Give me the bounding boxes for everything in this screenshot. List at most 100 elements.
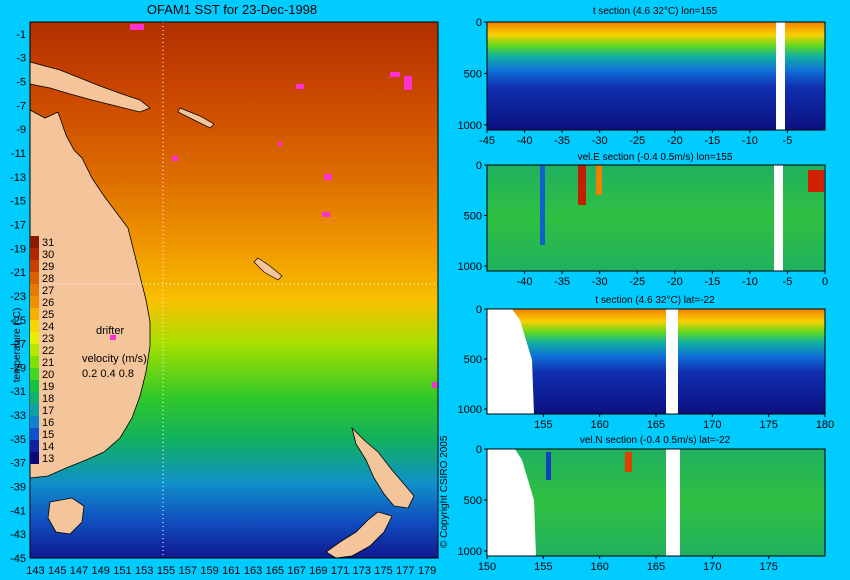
colorbar-tick-label: 20 bbox=[42, 369, 54, 381]
map-y-tick-label: -13 bbox=[10, 172, 26, 184]
panel-x-tick-label: 170 bbox=[703, 561, 721, 573]
panel-2-jet-4 bbox=[808, 170, 824, 192]
map-x-tick-label: 161 bbox=[222, 565, 240, 577]
panel-x-tick-label: 155 bbox=[534, 419, 552, 431]
panel-y-tick-label: 0 bbox=[476, 17, 482, 29]
panel-1-gap bbox=[776, 22, 785, 130]
colorbar-swatch bbox=[30, 272, 39, 284]
map-y-tick-label: -27 bbox=[10, 339, 26, 351]
panel-x-tick-label: -5 bbox=[783, 276, 793, 288]
velocity-scale: 0.2 0.4 0.8 bbox=[82, 368, 134, 380]
colorbar-tick-label: 13 bbox=[42, 453, 54, 465]
panel-x-tick-label: -40 bbox=[517, 135, 533, 147]
map-y-tick-label: -17 bbox=[10, 219, 26, 231]
vel-e-section-panel: vel.E section (-0.4 0.5m/s) lon=155 bbox=[486, 152, 826, 272]
panel-x-tick-label: -45 bbox=[479, 135, 495, 147]
map-y-tick-label: -7 bbox=[16, 100, 26, 112]
map-y-tick-label: -43 bbox=[10, 529, 26, 541]
panel-x-tick-label: 155 bbox=[534, 561, 552, 573]
map-x-tick-label: 173 bbox=[353, 565, 371, 577]
map-y-tick-label: -21 bbox=[10, 267, 26, 279]
panel-x-tick-label: -15 bbox=[704, 135, 720, 147]
panel-y-tick-label: 500 bbox=[464, 68, 482, 80]
colorbar-swatch bbox=[30, 416, 39, 428]
map-y-tick-label: -29 bbox=[10, 362, 26, 374]
panel-2-jet-2 bbox=[596, 165, 602, 195]
colorbar-tick-label: 31 bbox=[42, 237, 54, 249]
panel-x-tick-label: 160 bbox=[590, 561, 608, 573]
panel-x-tick-label: -20 bbox=[667, 135, 683, 147]
colorbar-swatch bbox=[30, 332, 39, 344]
section-panels: t section (4.6 32°C) lon=155 vel.E secti… bbox=[486, 6, 826, 557]
panel-y-tick-label: 500 bbox=[464, 210, 482, 222]
map-x-tick-label: 167 bbox=[287, 565, 305, 577]
map-x-tick-label: 157 bbox=[179, 565, 197, 577]
panel-4-gap bbox=[666, 449, 680, 556]
sst-map bbox=[29, 21, 439, 559]
vel-n-section-panel: vel.N section (-0.4 0.5m/s) lat=-22 bbox=[486, 435, 826, 557]
panel-x-tick-label: -40 bbox=[517, 276, 533, 288]
map-y-tick-label: -37 bbox=[10, 458, 26, 470]
panel-4-title: vel.N section (-0.4 0.5m/s) lat=-22 bbox=[580, 435, 731, 446]
map-y-tick-label: -3 bbox=[16, 53, 26, 65]
new-guinea-land bbox=[29, 61, 151, 113]
colorbar-swatch bbox=[30, 344, 39, 356]
colorbar-tick-label: 18 bbox=[42, 393, 54, 405]
panel-4-field bbox=[487, 449, 825, 556]
colorbar-swatch bbox=[30, 380, 39, 392]
colorbar-swatch bbox=[30, 284, 39, 296]
panel-x-tick-label: 0 bbox=[822, 276, 828, 288]
panel-y-tick-label: 0 bbox=[476, 160, 482, 172]
colorbar-tick-label: 17 bbox=[42, 405, 54, 417]
panel-y-tick-label: 0 bbox=[476, 304, 482, 316]
tasmania-land bbox=[47, 497, 85, 535]
map-y-tick-label: -35 bbox=[10, 434, 26, 446]
panel-x-tick-label: 160 bbox=[590, 419, 608, 431]
map-y-tick-label: -15 bbox=[10, 196, 26, 208]
colorbar-tick-label: 22 bbox=[42, 345, 54, 357]
panel-4-jet-1 bbox=[546, 452, 551, 480]
colorbar-swatch bbox=[30, 452, 39, 464]
panel-y-tick-label: 500 bbox=[464, 495, 482, 507]
map-x-tick-label: 175 bbox=[374, 565, 392, 577]
nz-north-island bbox=[351, 426, 415, 509]
map-x-tick-label: 163 bbox=[244, 565, 262, 577]
colorbar-swatch bbox=[30, 308, 39, 320]
panel-2-gap bbox=[774, 165, 783, 271]
map-y-tick-label: -25 bbox=[10, 315, 26, 327]
section-panel-axes: -45 -40 -35 -30 -25 -20 -15 -10 -5 0 500 1000 -40 -35… bbox=[458, 17, 835, 573]
panel-x-tick-label: -25 bbox=[629, 276, 645, 288]
panel-x-tick-label: -30 bbox=[592, 135, 608, 147]
colorbar-tick-label: 19 bbox=[42, 381, 54, 393]
colorbar-tick-label: 26 bbox=[42, 297, 54, 309]
colorbar-swatch bbox=[30, 440, 39, 452]
panel-x-tick-label: 150 bbox=[478, 561, 496, 573]
map-x-axis: 143 145 147 149 151 153 155 157 159 161 163 165 167 1… bbox=[26, 565, 436, 577]
map-x-tick-label: 177 bbox=[396, 565, 414, 577]
panel-2-jet-3 bbox=[540, 165, 545, 245]
panel-1-field bbox=[487, 22, 825, 130]
panel-1-frame bbox=[486, 21, 826, 131]
map-y-tick-label: -33 bbox=[10, 410, 26, 422]
panel-x-tick-label: 175 bbox=[759, 419, 777, 431]
colorbar-swatch bbox=[30, 404, 39, 416]
colorbar-swatch bbox=[30, 320, 39, 332]
solomon-islands bbox=[177, 107, 215, 129]
velocity-label: velocity (m/s) bbox=[82, 353, 147, 365]
map-y-tick-label: -1 bbox=[16, 29, 26, 41]
colorbar-swatch bbox=[30, 428, 39, 440]
australia-land bbox=[29, 109, 151, 479]
panel-2-frame bbox=[486, 164, 826, 272]
panel-x-tick-label: -35 bbox=[554, 276, 570, 288]
colorbar-swatch bbox=[30, 236, 39, 248]
map-y-tick-label: -23 bbox=[10, 291, 26, 303]
panel-x-tick-label: 165 bbox=[647, 419, 665, 431]
colorbar-swatch bbox=[30, 248, 39, 260]
map-x-tick-label: 147 bbox=[70, 565, 88, 577]
drifter-markers bbox=[110, 24, 437, 388]
panel-2-jet-1 bbox=[578, 165, 586, 205]
panel-y-tick-label: 1000 bbox=[458, 546, 482, 558]
colorbar-tick-label: 16 bbox=[42, 417, 54, 429]
panel-x-tick-label: -10 bbox=[742, 135, 758, 147]
